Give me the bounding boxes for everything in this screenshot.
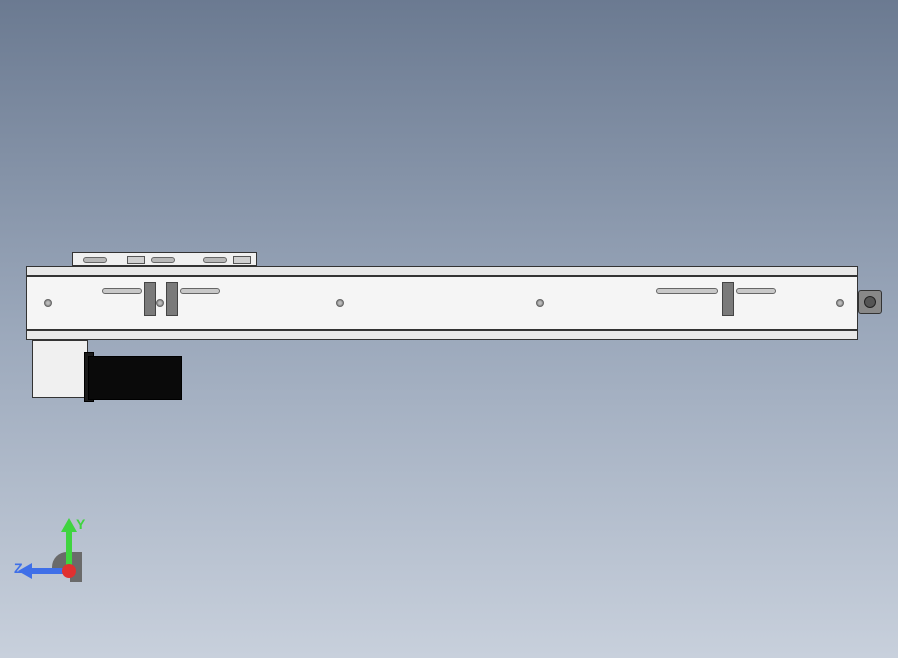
sensor-bracket-post [722,282,734,316]
sensor-slot [180,288,220,294]
plate-notch [233,256,251,264]
linear-actuator-model[interactable] [26,252,884,402]
y-axis-arrowhead [61,518,77,532]
rail-screw [336,299,344,307]
plate-notch [127,256,145,264]
plate-slot [203,257,227,263]
rail-screw [536,299,544,307]
rail-top-strip [26,266,858,276]
rail-screw [44,299,52,307]
rail-screw [156,299,164,307]
sensor-slot [102,288,142,294]
left-end-block [32,340,88,398]
view-orientation-triad[interactable]: Y Z [24,522,104,602]
x-axis-origin-sphere [62,564,76,578]
z-axis-label: Z [14,560,23,576]
rail-bottom-strip [26,330,858,340]
y-axis-label: Y [76,516,85,532]
servo-motor [88,356,182,400]
plate-slot [83,257,107,263]
cad-3d-viewport[interactable]: Y Z [0,0,898,658]
sensor-slot [736,288,776,294]
carriage-top-plate [72,252,257,266]
plate-slot [151,257,175,263]
right-end-cap-bore [864,296,876,308]
y-axis-arrow [66,528,72,568]
sensor-bracket-post [144,282,156,316]
sensor-bracket-post [166,282,178,316]
sensor-slot [656,288,718,294]
rail-screw [836,299,844,307]
